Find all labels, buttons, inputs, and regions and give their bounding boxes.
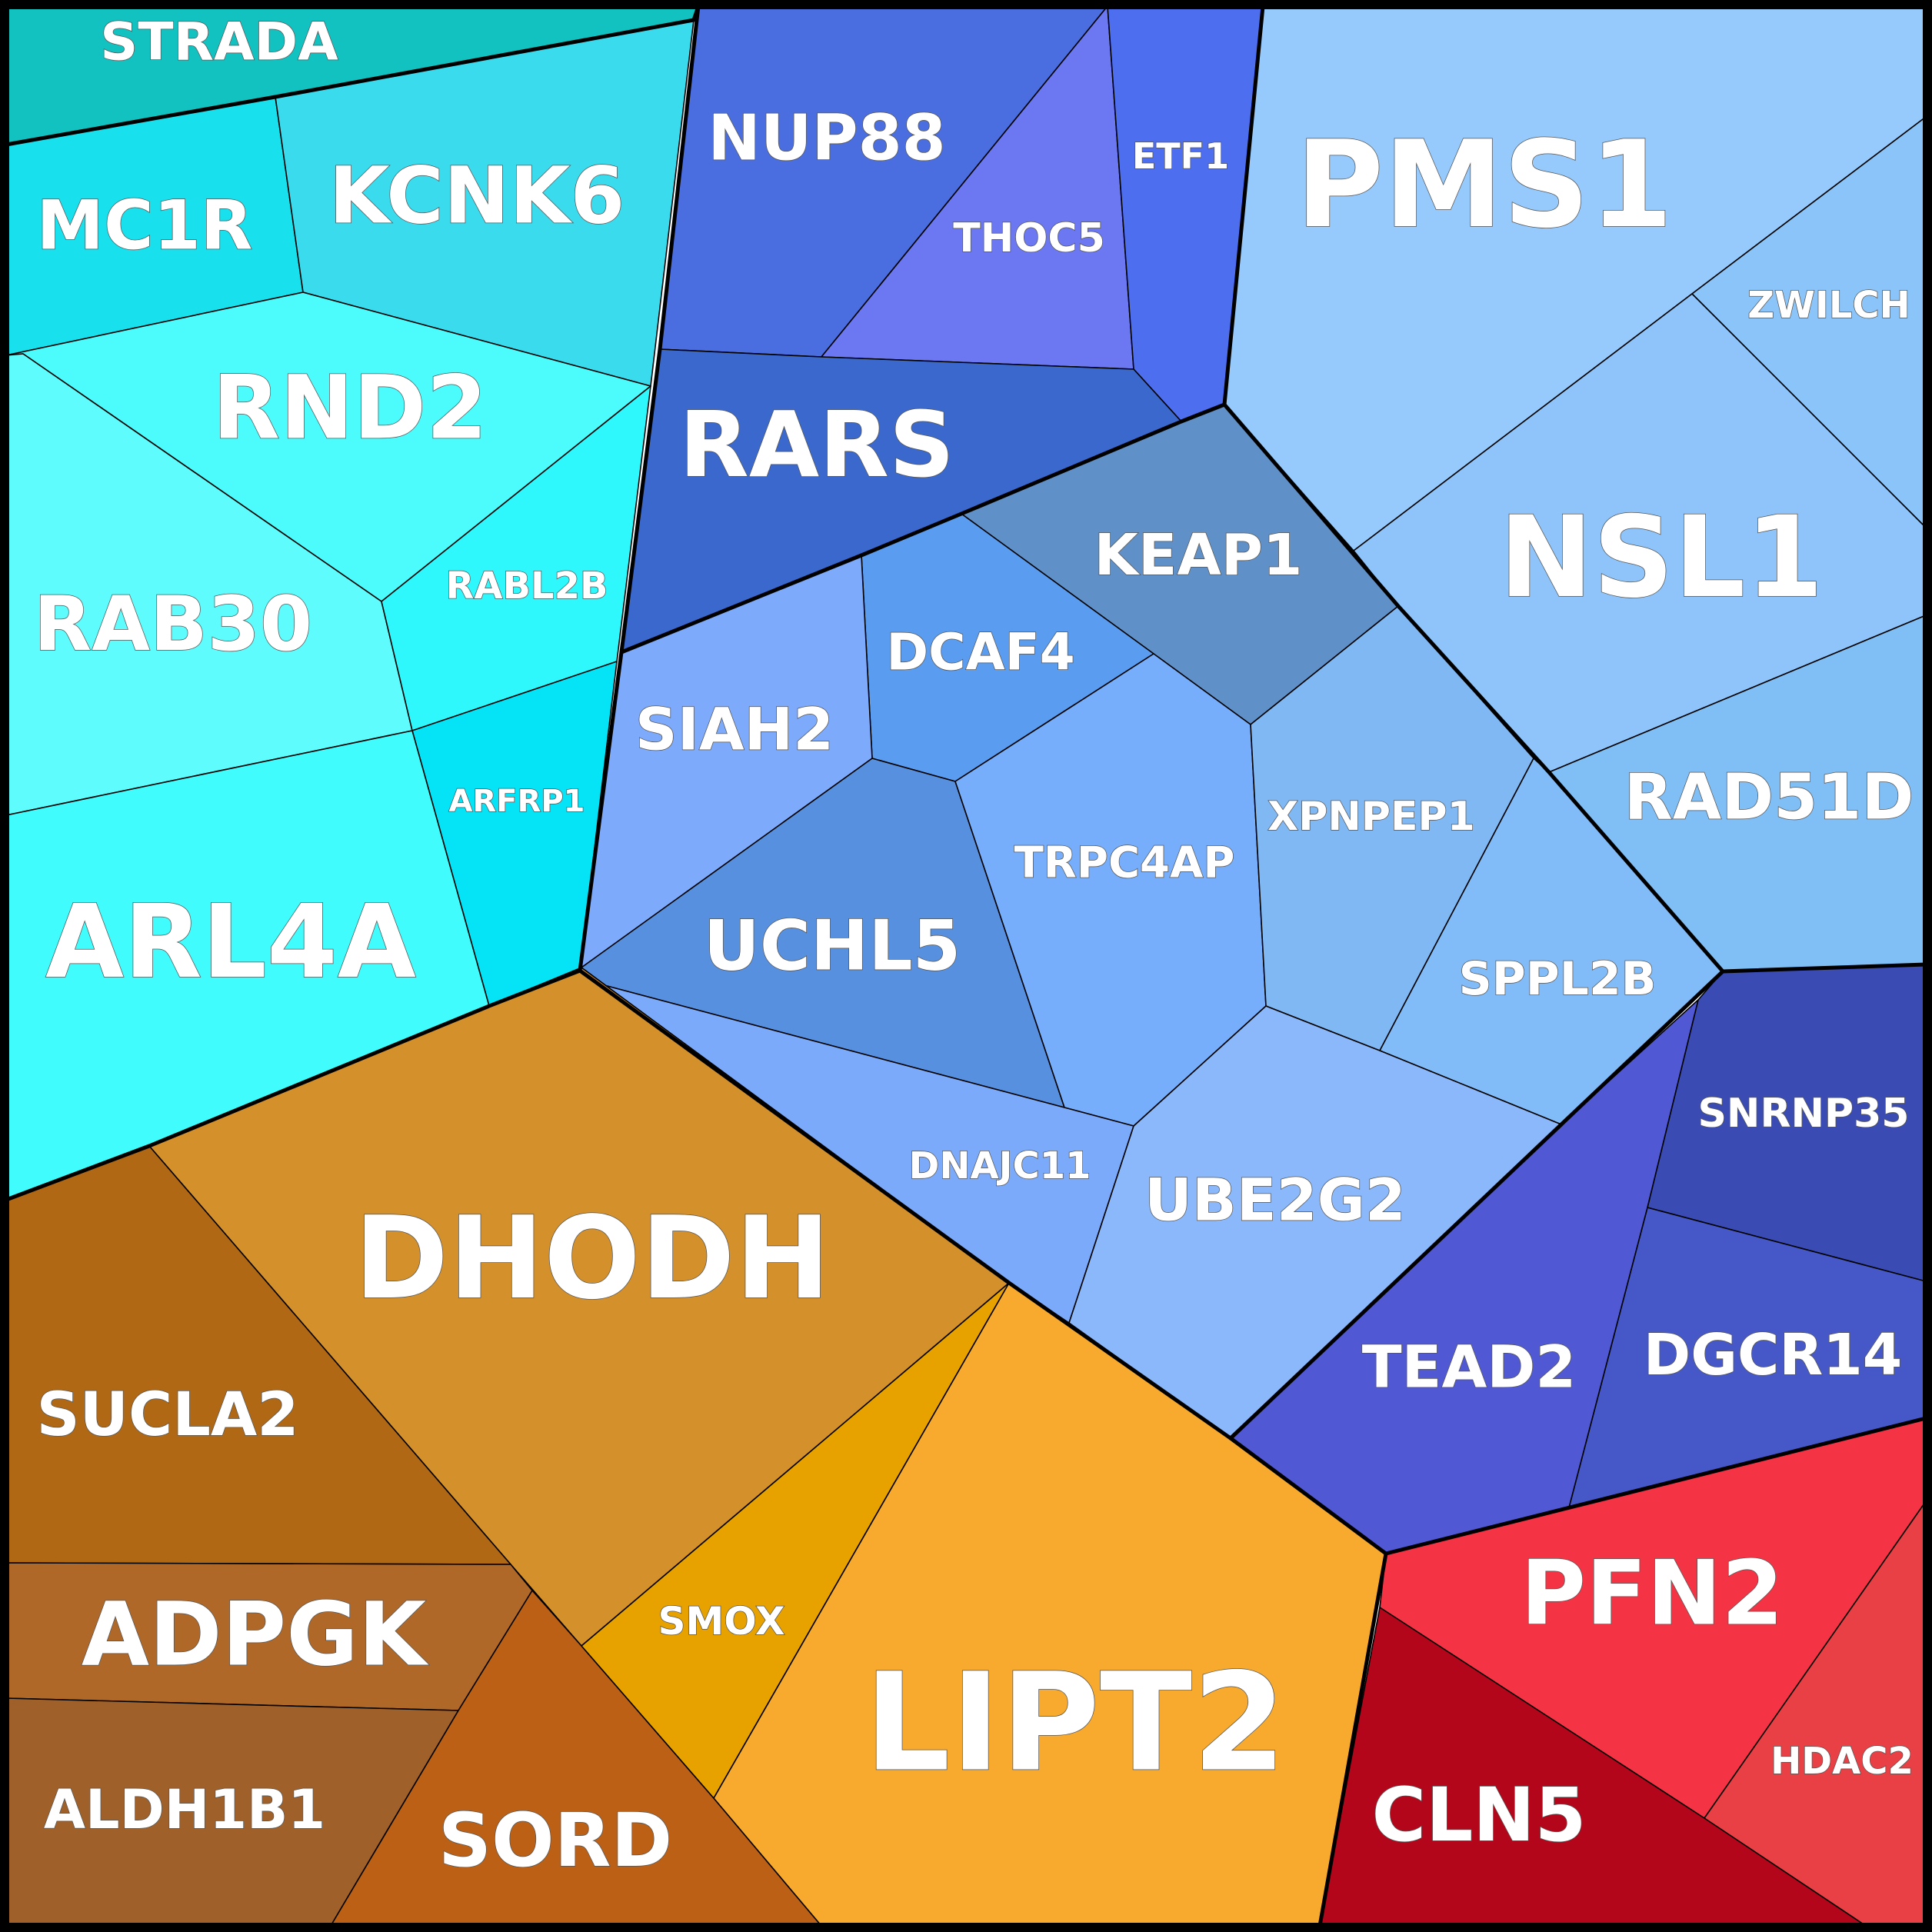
label-dcaf4: DCAF4: [886, 623, 1074, 682]
label-sppl2b: SPPL2B: [1459, 952, 1657, 1006]
label-dgcr14: DGCR14: [1644, 1322, 1902, 1388]
label-mc1r: MC1R: [36, 186, 252, 265]
label-smox: SMOX: [658, 1599, 784, 1644]
label-siah2: SIAH2: [635, 695, 834, 764]
label-aldh1b1: ALDH1B1: [44, 1778, 325, 1841]
label-zwilch: ZWILCH: [1747, 284, 1910, 327]
label-uchl5: UCHL5: [704, 906, 961, 987]
cells-layer: [5, 5, 1927, 1927]
label-xpnpep1: XPNPEP1: [1267, 794, 1475, 840]
group-border-6: [1222, 402, 1928, 974]
label-sucla2: SUCLA2: [36, 1381, 298, 1450]
label-dnajc11: DNAJC11: [908, 1144, 1091, 1188]
label-keap1: KEAP1: [1094, 522, 1303, 588]
label-dhodh: DHODH: [354, 1192, 830, 1324]
label-kcnk6: KCNK6: [329, 151, 625, 242]
label-etf1: ETF1: [1132, 135, 1229, 177]
label-pfn2: PFN2: [1521, 1542, 1784, 1646]
label-strada: STRADA: [100, 12, 338, 73]
group-border-4: [619, 402, 1227, 655]
label-tead2: TEAD2: [1362, 1333, 1577, 1401]
label-adpgk: ADPGK: [82, 1584, 429, 1686]
label-nsl1: NSL1: [1499, 492, 1824, 623]
label-ube2g2: UBE2G2: [1144, 1166, 1406, 1234]
label-rnd2: RND2: [212, 357, 487, 459]
label-sord: SORD: [438, 1797, 672, 1884]
label-rab30: RAB30: [34, 581, 312, 668]
group-border-5: [1222, 4, 1265, 407]
label-rars: RARS: [679, 391, 954, 498]
group-border-7: [1228, 969, 1725, 1441]
label-pms1: PMS1: [1296, 115, 1673, 255]
label-rad51d: RAD51D: [1624, 761, 1914, 834]
label-trpc4ap: TRPC4AP: [1014, 838, 1235, 888]
label-arl4a: ARL4A: [45, 883, 416, 1001]
group-border-1: [578, 4, 701, 973]
label-nup88: NUP88: [708, 102, 945, 175]
group-borders-layer: [4, 4, 1928, 1928]
group-border-8: [1384, 1416, 1928, 1556]
label-hdac2: HDAC2: [1770, 1740, 1914, 1783]
group-border-2: [4, 968, 582, 1202]
label-rabl2b: RABL2B: [445, 565, 608, 608]
label-lipt2: LIPT2: [864, 1644, 1286, 1802]
label-cln5: CLN5: [1372, 1772, 1587, 1858]
label-thoc5: THOC5: [953, 215, 1105, 261]
labels-layer: STRADA MC1R KCNK6 RND2 RAB30 RABL2B ARFRP1 ARL4…: [33, 12, 1914, 1884]
label-snrnp35: SNRNP35: [1697, 1091, 1909, 1137]
label-arfrp1: ARFRP1: [448, 784, 585, 819]
